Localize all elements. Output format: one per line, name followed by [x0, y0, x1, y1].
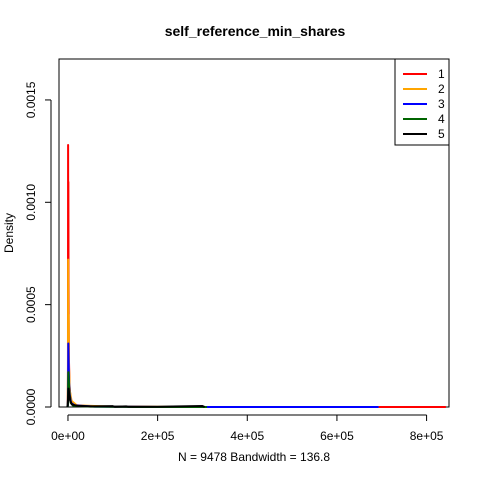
legend-label-5: 5	[438, 127, 445, 141]
x-axis-label: N = 9478 Bandwidth = 136.8	[178, 450, 330, 464]
y-axis: 0.0000 0.0005 0.0010 0.0015	[24, 81, 52, 425]
y-tick-label: 0.0000	[24, 388, 38, 425]
series-line-2	[66, 258, 379, 408]
series-line-1	[66, 143, 446, 408]
legend-label-3: 3	[438, 97, 445, 111]
y-tick-label: 0.0015	[24, 81, 38, 118]
x-tick-label: 0e+00	[51, 429, 85, 443]
y-tick-label: 0.0010	[24, 184, 38, 221]
legend-label-1: 1	[438, 67, 445, 81]
legend-label-4: 4	[438, 112, 445, 126]
series-line-3	[66, 342, 379, 408]
y-axis-label: Density	[2, 213, 16, 253]
x-tick-label: 2e+05	[141, 429, 175, 443]
x-tick-label: 6e+05	[320, 429, 354, 443]
x-tick-label: 4e+05	[230, 429, 264, 443]
plot-frame	[58, 58, 450, 408]
x-axis: 0e+00 2e+05 4e+05 6e+05 8e+05	[51, 414, 444, 443]
series-line-5	[66, 387, 206, 408]
y-tick-label: 0.0005	[24, 286, 38, 323]
chart-title: self_reference_min_shares	[165, 23, 346, 39]
legend-label-2: 2	[438, 82, 445, 96]
series-layer	[66, 143, 446, 408]
series-line-4	[66, 371, 207, 408]
x-tick-label: 8e+05	[410, 429, 444, 443]
